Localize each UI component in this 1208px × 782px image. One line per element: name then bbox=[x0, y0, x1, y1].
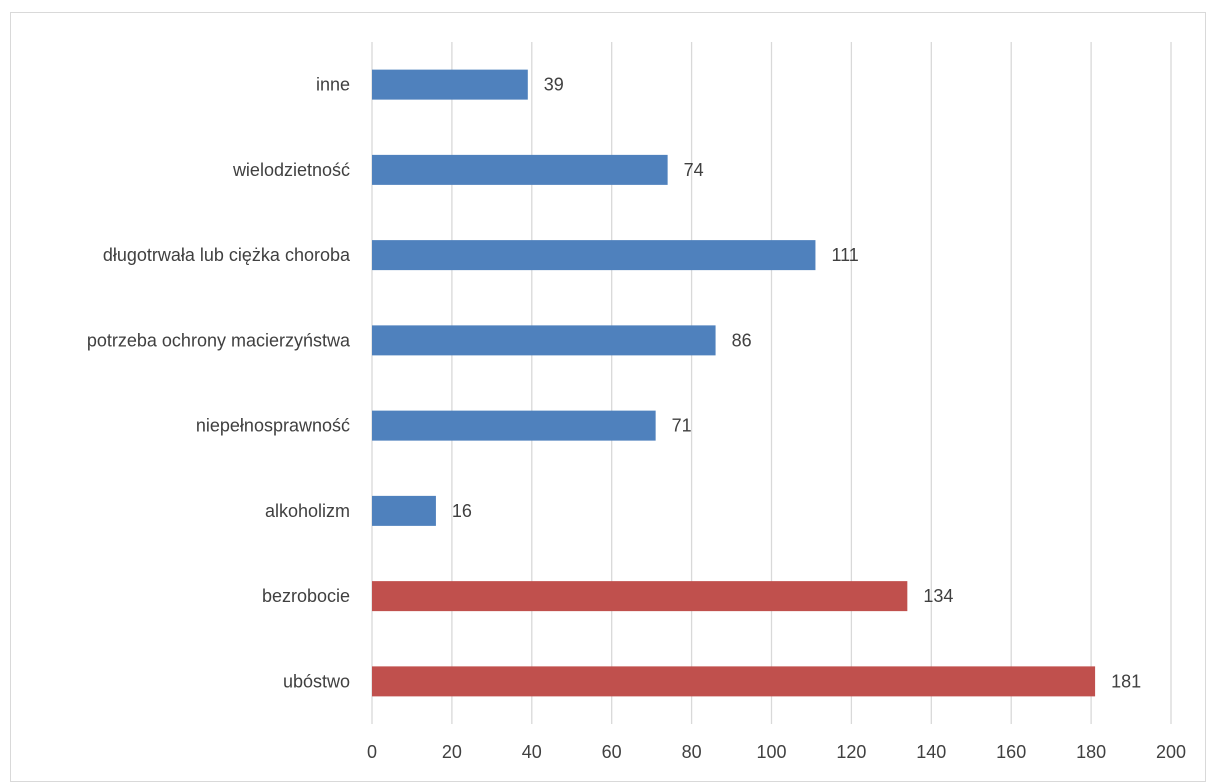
data-labels: 181 134 16 71 86 111 74 39 bbox=[452, 75, 1141, 692]
x-tick-label: 120 bbox=[836, 742, 866, 762]
x-tick-label: 180 bbox=[1076, 742, 1106, 762]
x-tick-label: 80 bbox=[682, 742, 702, 762]
category-label: inne bbox=[316, 75, 350, 95]
data-label: 134 bbox=[923, 586, 953, 606]
x-tick-label: 20 bbox=[442, 742, 462, 762]
data-label: 39 bbox=[544, 75, 564, 95]
bar bbox=[372, 154, 668, 185]
gridlines bbox=[371, 42, 1172, 724]
x-tick-label: 140 bbox=[916, 742, 946, 762]
data-label: 16 bbox=[452, 501, 472, 521]
bar bbox=[372, 666, 1096, 697]
chart-frame bbox=[10, 12, 1206, 782]
category-label: alkoholizm bbox=[265, 501, 350, 521]
x-tick-label: 100 bbox=[756, 742, 786, 762]
bar bbox=[372, 69, 528, 100]
x-tick-label: 40 bbox=[522, 742, 542, 762]
x-tick-label: 60 bbox=[602, 742, 622, 762]
x-tick-label: 200 bbox=[1156, 742, 1186, 762]
x-tick-label: 0 bbox=[367, 742, 377, 762]
data-label: 111 bbox=[831, 245, 858, 265]
bar bbox=[372, 240, 816, 271]
bar bbox=[372, 410, 656, 441]
bars bbox=[372, 69, 1096, 697]
category-label: bezrobocie bbox=[262, 586, 350, 606]
x-axis-tick-labels: 0 20 40 60 80 100 120 140 160 180 200 bbox=[367, 742, 1186, 762]
data-label: 71 bbox=[672, 416, 692, 436]
data-label: 74 bbox=[684, 160, 704, 180]
bar bbox=[372, 495, 436, 526]
category-label: ubóstwo bbox=[283, 671, 350, 691]
data-label: 86 bbox=[732, 330, 752, 350]
data-label: 181 bbox=[1111, 671, 1141, 691]
category-labels: ubóstwo bezrobocie alkoholizm niepełnospraw… bbox=[87, 75, 351, 692]
bar bbox=[372, 325, 716, 356]
x-tick-label: 160 bbox=[996, 742, 1026, 762]
category-label: potrzeba ochrony macierzyństwa bbox=[87, 330, 351, 350]
bar bbox=[372, 581, 908, 612]
category-label: długotrwała lub ciężka choroba bbox=[103, 245, 351, 265]
category-label: wielodzietność bbox=[232, 160, 350, 180]
category-label: niepełnosprawność bbox=[196, 416, 350, 436]
